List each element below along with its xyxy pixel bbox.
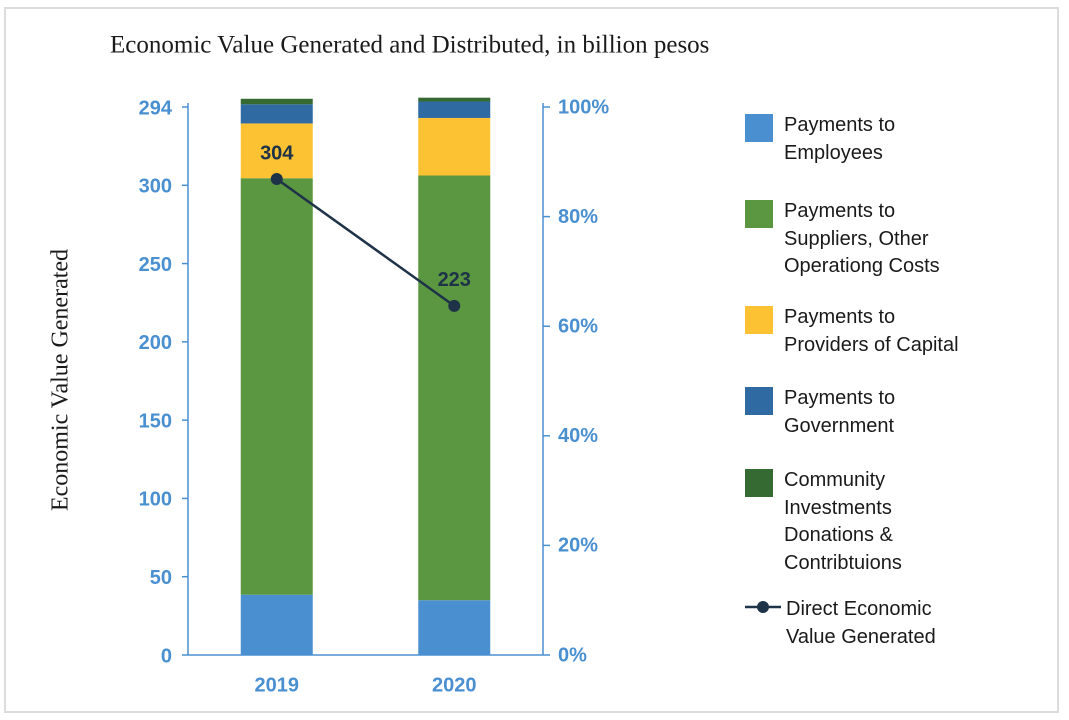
y2-tick-label: 100% <box>558 96 609 118</box>
y-tick-label: 0 <box>161 645 172 667</box>
legend-label: Payments to Employees <box>784 114 896 164</box>
data-label: 304 <box>260 142 294 164</box>
frame <box>4 7 1059 713</box>
legend-item: Payments to Employees <box>745 112 974 167</box>
legend-item: Direct Economic Value Generated <box>745 596 976 651</box>
legend-swatch <box>745 200 773 228</box>
legend-item: Payments to Providers of Capital <box>745 304 974 359</box>
legend-swatch <box>745 598 781 626</box>
line-marker <box>270 173 283 186</box>
bar-segment <box>418 600 491 655</box>
legend-item: Payments to Government <box>745 385 974 440</box>
legend-swatch <box>745 469 773 497</box>
line-marker <box>448 299 461 312</box>
y-tick-label: 300 <box>139 176 172 198</box>
data-label: 223 <box>438 269 471 291</box>
legend-label: Direct Economic Value Generated <box>786 598 936 648</box>
legend-item: Community Investments Donations & Contri… <box>745 467 974 577</box>
y-tick-label: 200 <box>139 332 172 354</box>
y-tick-label: 294 <box>139 97 173 119</box>
y2-tick-label: 80% <box>558 206 598 228</box>
legend-item: Payments to Suppliers, Other Operationg … <box>745 198 974 281</box>
bar-segment <box>418 175 491 601</box>
chart-title: Economic Value Generated and Distributed… <box>110 32 709 59</box>
x-tick-label: 2020 <box>432 674 477 696</box>
bar-segment <box>240 178 313 595</box>
legend-label: Payments to Providers of Capital <box>784 306 959 356</box>
y-tick-label: 250 <box>139 254 172 276</box>
bar-segment <box>240 104 313 124</box>
y-axis-title: Economic Value Generated <box>48 249 74 511</box>
y-tick-label: 100 <box>139 489 172 511</box>
y2-tick-label: 60% <box>558 315 598 337</box>
bar-segment <box>418 97 491 102</box>
legend-swatch <box>745 114 773 142</box>
legend-swatch <box>745 387 773 415</box>
legend-label: Community Investments Donations & Contri… <box>784 469 902 574</box>
y-tick-label: 150 <box>139 410 172 432</box>
legend-line-icon <box>745 601 781 613</box>
line <box>276 178 455 307</box>
bar-segment <box>240 594 313 655</box>
bar-segment <box>418 101 491 118</box>
y2-tick-label: 40% <box>558 425 598 447</box>
bar-segment <box>240 123 313 179</box>
legend-swatch <box>745 306 773 334</box>
y-tick-label: 50 <box>150 567 172 589</box>
x-tick-label: 2019 <box>255 674 300 696</box>
y2-tick-label: 20% <box>558 535 598 557</box>
bar-segment <box>240 98 313 105</box>
bar-segment <box>418 117 491 176</box>
legend-label: Payments to Suppliers, Other Operationg … <box>784 200 940 277</box>
legend-label: Payments to Government <box>784 387 896 437</box>
y2-tick-label: 0% <box>558 644 587 666</box>
